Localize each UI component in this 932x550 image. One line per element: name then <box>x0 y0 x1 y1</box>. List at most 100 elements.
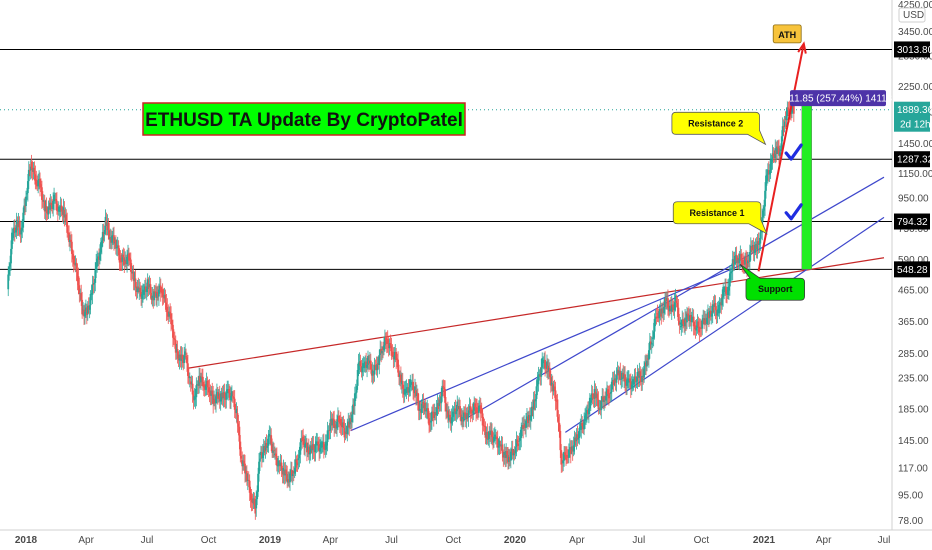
candle-body <box>128 257 131 260</box>
candle-body <box>75 262 78 272</box>
candle-body <box>391 351 394 353</box>
candle-body <box>395 351 398 360</box>
candle-body <box>685 320 687 323</box>
candle-body <box>598 407 601 410</box>
candle-body <box>465 414 468 420</box>
candle-body <box>17 221 20 227</box>
candle-body <box>376 364 379 371</box>
candle-body <box>356 370 359 386</box>
candle-body <box>225 391 228 400</box>
candle-body <box>49 202 52 210</box>
candle-body <box>625 381 627 386</box>
candle-body <box>549 377 552 386</box>
candle-body <box>451 411 454 418</box>
price-tick-label: 117.00 <box>898 464 928 475</box>
candle-body <box>304 443 306 448</box>
price-tick-label: 365.00 <box>898 317 929 328</box>
candle-body <box>641 375 644 382</box>
candle-body <box>364 361 367 364</box>
candle-body <box>670 304 673 312</box>
time-tick-label: Jul <box>878 535 891 546</box>
time-tick-label: Apr <box>323 535 339 546</box>
candle-body <box>622 372 625 378</box>
candle-body <box>460 414 462 422</box>
candle-body <box>380 349 383 354</box>
candle-body <box>397 359 399 373</box>
candle-body <box>655 316 658 319</box>
candle-body <box>190 383 193 385</box>
candle-body <box>348 421 351 428</box>
candle-body <box>53 194 55 202</box>
candle-body <box>85 307 88 315</box>
candle-body <box>767 170 770 175</box>
candle-body <box>673 302 676 311</box>
candle-body <box>177 358 180 361</box>
candle-body <box>587 410 589 415</box>
candle-body <box>114 242 116 244</box>
candle-body <box>360 366 363 373</box>
candle-body <box>171 320 173 325</box>
candle-body <box>18 221 21 228</box>
candle-body <box>521 425 524 427</box>
candle-body <box>29 166 32 171</box>
level-price-tag <box>894 213 930 230</box>
candle-body <box>781 126 784 137</box>
candle-body <box>73 264 76 266</box>
candle-body <box>558 422 561 431</box>
candle-body <box>399 374 401 377</box>
candle-body <box>783 121 786 127</box>
candle-body <box>324 441 327 450</box>
candle-body <box>637 375 640 378</box>
candle-body <box>638 371 641 378</box>
candle-body <box>476 407 478 410</box>
candle-body <box>733 255 736 264</box>
time-tick-label: 2020 <box>504 535 527 546</box>
candle-body <box>51 205 54 209</box>
candle-body <box>482 425 485 427</box>
candle-body <box>50 202 53 206</box>
current-price-tag <box>894 101 930 132</box>
callout-support-label: Support <box>758 284 793 294</box>
candle-body <box>418 408 421 411</box>
candle-body <box>747 260 750 262</box>
candle-body <box>572 445 575 452</box>
candle-body <box>101 231 104 241</box>
candle-body <box>652 331 655 338</box>
candle-body <box>136 286 139 293</box>
candle-body <box>707 312 709 318</box>
candle-body <box>774 148 777 158</box>
candle-body <box>532 399 535 410</box>
candle-body <box>325 442 328 446</box>
candle-body <box>557 416 560 423</box>
candle-body <box>312 444 315 450</box>
candle-body <box>208 387 211 393</box>
candle-body <box>169 311 172 314</box>
candle-body <box>345 431 348 435</box>
candle-body <box>711 304 714 314</box>
candle-body <box>446 410 449 418</box>
candle-body <box>570 446 573 451</box>
candle-body <box>680 325 683 328</box>
candle-body <box>509 451 512 461</box>
candle-body <box>330 420 333 426</box>
candle-body <box>727 286 730 291</box>
price-tick-label: 465.00 <box>898 286 929 297</box>
candle-body <box>415 392 418 397</box>
candle-body <box>501 444 504 454</box>
candle-body <box>242 460 245 467</box>
candle-body <box>657 314 660 319</box>
candle-body <box>14 230 17 233</box>
candle-body <box>597 399 600 410</box>
level-price-tag <box>894 151 930 168</box>
price-tick-label: 235.00 <box>898 374 929 385</box>
candle-body <box>718 304 721 314</box>
candle-body <box>667 307 670 312</box>
candle-body <box>477 409 479 413</box>
candle-body <box>624 374 626 382</box>
candle-body <box>614 378 617 383</box>
candle-body <box>425 409 428 412</box>
candle-body <box>431 411 433 421</box>
candle-body <box>179 354 182 359</box>
candle-body <box>295 459 298 463</box>
